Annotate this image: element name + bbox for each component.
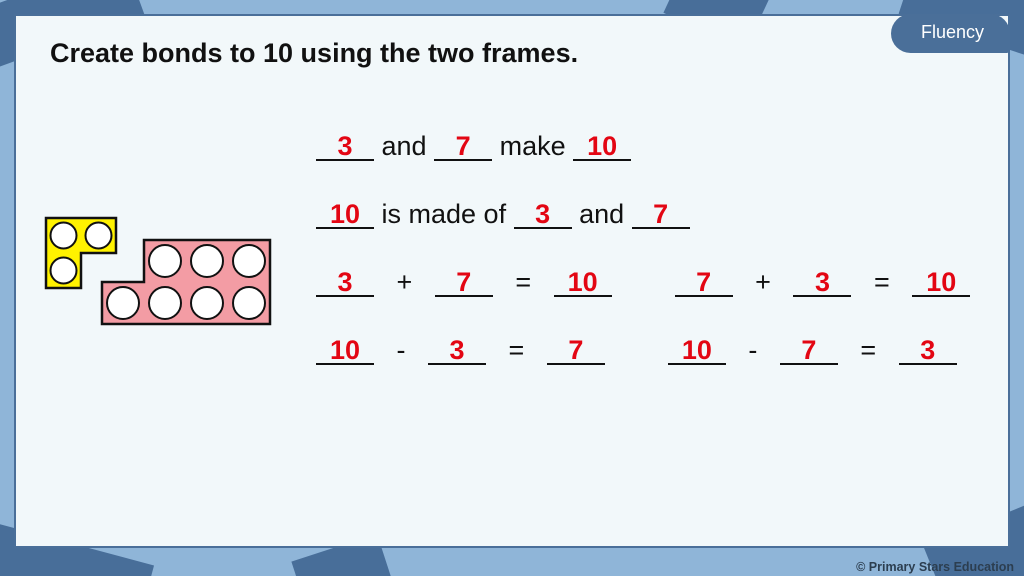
blank: 7 — [632, 199, 690, 229]
eq: = — [859, 267, 905, 297]
blank: 7 — [547, 335, 605, 365]
frame-seven — [102, 240, 270, 324]
blank: 3 — [899, 335, 957, 365]
page-title: Create bonds to 10 using the two frames. — [50, 38, 578, 69]
answer: 10 — [587, 131, 617, 161]
blank: 3 — [316, 131, 374, 161]
line-2: 10 is made of 3 and 7 — [316, 199, 996, 229]
blank: 10 — [316, 335, 374, 365]
number-frames-illustration — [42, 214, 302, 354]
blank: 3 — [428, 335, 486, 365]
blank: 10 — [316, 199, 374, 229]
answer: 3 — [920, 335, 935, 365]
word: make — [500, 131, 574, 161]
sentence-rows: 3 and 7 make 10 10 is made of 3 and 7 3 … — [316, 131, 996, 365]
slide-stage: Fluency Create bonds to 10 using the two… — [0, 0, 1024, 576]
blank: 7 — [435, 267, 493, 297]
line-1: 3 and 7 make 10 — [316, 131, 996, 161]
blank: 7 — [780, 335, 838, 365]
frame-three — [46, 218, 116, 288]
answer: 7 — [653, 199, 668, 229]
answer: 3 — [815, 267, 830, 297]
answer: 7 — [801, 335, 816, 365]
blank: 7 — [675, 267, 733, 297]
blank: 3 — [316, 267, 374, 297]
answer: 10 — [568, 267, 598, 297]
answer: 7 — [568, 335, 583, 365]
fluency-pill: Fluency — [891, 14, 1010, 53]
answer: 7 — [456, 131, 471, 161]
answer: 10 — [330, 199, 360, 229]
fluency-label: Fluency — [921, 22, 984, 42]
frames-svg — [42, 214, 302, 354]
blank: 10 — [912, 267, 970, 297]
op: - — [382, 335, 421, 365]
eq: = — [494, 335, 540, 365]
line-3: 3 + 7 = 10 7 + 3 = 10 — [316, 267, 996, 297]
blank: 10 — [668, 335, 726, 365]
eq: = — [845, 335, 891, 365]
blank: 10 — [554, 267, 612, 297]
op: + — [382, 267, 428, 297]
word: and — [579, 199, 632, 229]
blank: 3 — [793, 267, 851, 297]
answer: 3 — [337, 131, 352, 161]
op: + — [740, 267, 786, 297]
answer: 3 — [450, 335, 465, 365]
eq: = — [500, 267, 546, 297]
op: - — [733, 335, 772, 365]
answer: 7 — [696, 267, 711, 297]
line-4: 10 - 3 = 7 10 - 7 = 3 — [316, 335, 996, 365]
blank: 3 — [514, 199, 572, 229]
content-card: Fluency Create bonds to 10 using the two… — [14, 14, 1010, 548]
answer: 3 — [337, 267, 352, 297]
copyright-text: © Primary Stars Education — [856, 560, 1014, 574]
blank: 7 — [434, 131, 492, 161]
answer: 3 — [535, 199, 550, 229]
answer: 10 — [682, 335, 712, 365]
word: and — [382, 131, 435, 161]
answer: 10 — [330, 335, 360, 365]
word: is made of — [382, 199, 514, 229]
answer: 10 — [926, 267, 956, 297]
answer: 7 — [456, 267, 471, 297]
blank: 10 — [573, 131, 631, 161]
